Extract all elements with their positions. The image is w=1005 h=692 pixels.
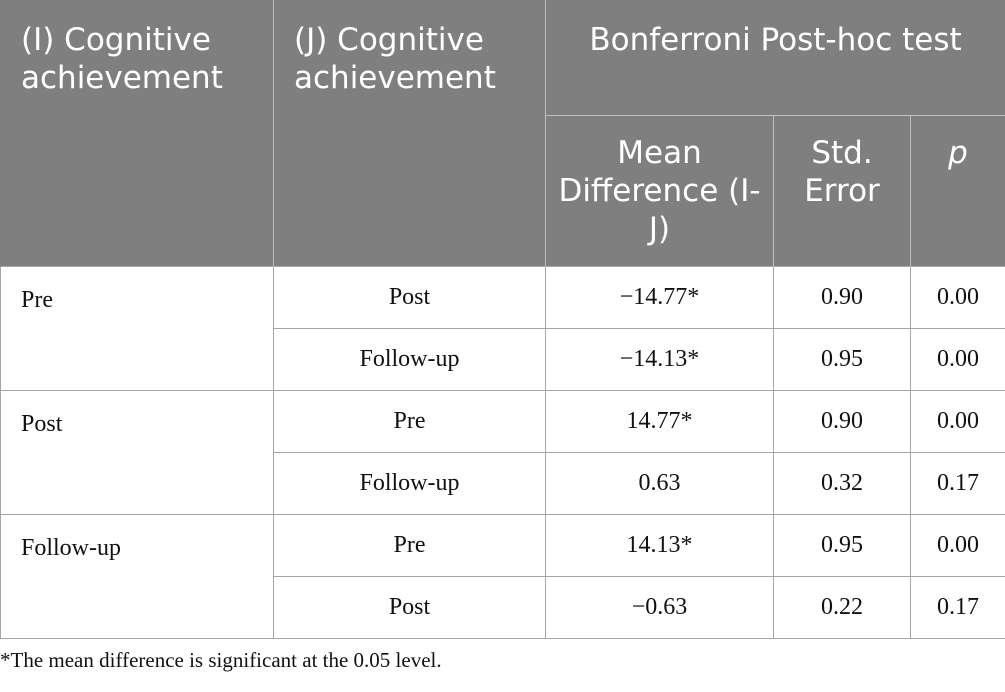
std-error-cell: 0.32	[773, 452, 911, 515]
mean-diff-cell: 0.63	[545, 452, 774, 515]
p-value-cell: 0.00	[909, 390, 1005, 453]
table-row: Pre Post −14.77* 0.90 0.00	[0, 266, 1005, 391]
std-error-cell: 0.95	[773, 328, 911, 391]
p-value-cell: 0.00	[909, 514, 1005, 577]
j-cell: Post	[273, 266, 546, 329]
j-cell: Follow-up	[273, 452, 546, 515]
p-value-cell: 0.00	[909, 328, 1005, 391]
std-error-cell: 0.22	[773, 576, 911, 639]
table-row: Follow-up 0.63 0.32 0.17	[1, 452, 1005, 515]
std-error-cell: 0.95	[773, 514, 911, 577]
header-j-cognitive-achievement: (J) Cognitive achievement	[273, 0, 546, 267]
header-bonferroni-group: Bonferroni Post-hoc test	[544, 0, 1005, 117]
group-label-cell: Follow-up	[0, 514, 274, 639]
group-label-cell: Pre	[0, 266, 274, 391]
std-error-cell: 0.90	[773, 390, 911, 453]
mean-diff-cell: −14.13*	[545, 328, 774, 391]
j-cell: Follow-up	[273, 328, 546, 391]
j-cell: Pre	[273, 390, 546, 453]
table-row: Post −0.63 0.22 0.17	[1, 576, 1005, 639]
table-row: Follow-up Pre 14.13* 0.95 0.00	[0, 514, 1005, 639]
table-row: Post Pre 14.77* 0.90 0.00	[0, 390, 1005, 515]
mean-diff-cell: −14.77*	[545, 266, 774, 329]
mean-diff-cell: 14.13*	[545, 514, 774, 577]
mean-diff-cell: 14.77*	[545, 390, 774, 453]
j-cell: Pre	[273, 514, 546, 577]
p-value-cell: 0.00	[909, 266, 1005, 329]
group-label-cell: Post	[0, 390, 274, 515]
p-value-cell: 0.17	[909, 452, 1005, 515]
mean-diff-cell: −0.63	[545, 576, 774, 639]
header-std-error: Std. Error	[773, 115, 911, 267]
bonferroni-table: (I) Cognitive achievement (J) Cognitive …	[0, 0, 1005, 639]
p-value-cell: 0.17	[909, 576, 1005, 639]
header-i-cognitive-achievement: (I) Cognitive achievement	[0, 0, 274, 267]
header-mean-difference: Mean Difference (I-J)	[545, 115, 774, 267]
std-error-cell: 0.90	[773, 266, 911, 329]
table-body: Pre Post −14.77* 0.90 0.00 Follow-up −14…	[0, 266, 1005, 639]
table-header: (I) Cognitive achievement (J) Cognitive …	[0, 0, 1005, 267]
header-p-value: p	[909, 115, 1005, 267]
footnote: *The mean difference is significant at t…	[0, 648, 442, 672]
j-cell: Post	[273, 576, 546, 639]
